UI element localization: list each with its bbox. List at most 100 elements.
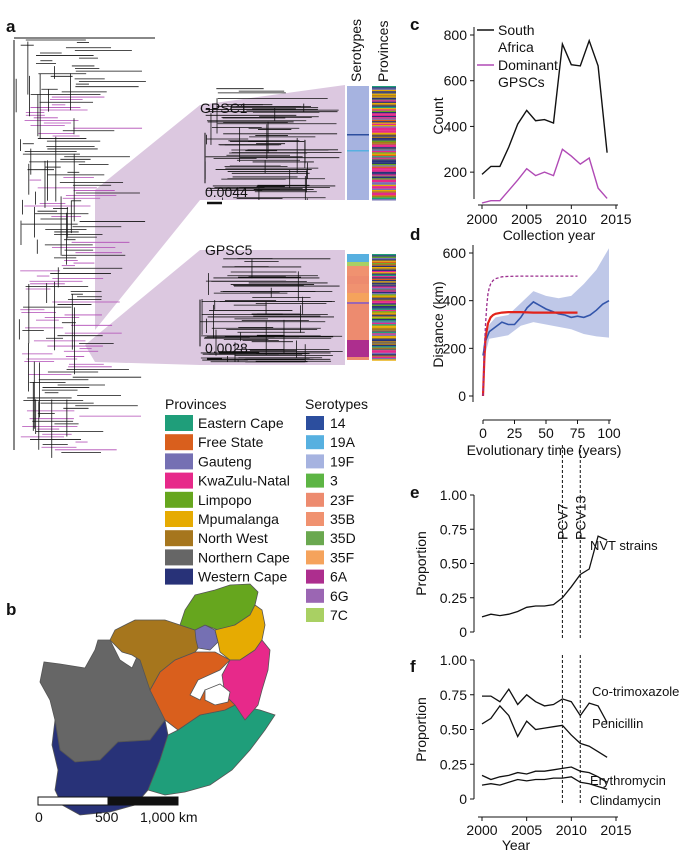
whole-phylogenetic-tree: [13, 37, 155, 458]
province-stripe: [372, 158, 396, 161]
province-stripe: [372, 312, 396, 314]
province-swatch-5: [165, 511, 193, 527]
serotype-legend-label-7: 35F: [330, 549, 354, 565]
d-y-tick-label: 200: [443, 340, 467, 356]
serotype-swatch-5: [306, 512, 324, 526]
province-stripe: [372, 329, 396, 331]
province-stripe: [372, 263, 396, 265]
serotype-swatch-9: [306, 588, 324, 603]
provinces-legend: Provinces Eastern Cape Free State Gauteng K…: [165, 396, 290, 585]
province-stripe: [372, 261, 396, 264]
c-series-line-1: [481, 148, 608, 204]
province-stripe: [372, 300, 396, 303]
province-stripe: [372, 281, 396, 283]
province-stripe: [372, 123, 396, 126]
province-stripe: [372, 154, 396, 157]
province-legend-label-8: Western Cape: [198, 569, 287, 585]
province-stripe: [372, 348, 396, 351]
f-series-label-0: Co-trimoxazole: [592, 684, 679, 699]
province-stripe: [372, 193, 396, 196]
province-stripe: [372, 93, 396, 96]
serotype-legend-label-5: 35B: [330, 511, 355, 527]
province-stripe: [372, 104, 396, 106]
province-stripe: [372, 259, 396, 261]
province-stripe: [372, 313, 396, 316]
province-legend-label-1: Free State: [198, 434, 264, 450]
province-stripe: [372, 267, 396, 269]
province-stripe: [372, 299, 396, 301]
province-legend-label-2: Gauteng: [198, 453, 252, 469]
serotype-block-35B: [347, 284, 369, 293]
province-stripe: [372, 342, 396, 344]
serotype-block-19F: [347, 86, 369, 200]
province-stripe: [372, 346, 396, 348]
province-swatch-8: [165, 568, 193, 585]
chart-e-y-tick-label: 0.50: [440, 556, 467, 572]
province-stripe: [372, 268, 396, 270]
serotypes-legend: Serotypes 14 19A 19F 3 23F 35B 35D 35F 6A 6G 7C: [305, 396, 368, 623]
scale-label-1000: 1,000 km: [140, 809, 198, 825]
province-stripe: [372, 195, 396, 197]
province-stripe: [372, 311, 396, 313]
serotype-legend-label-3: 3: [330, 473, 338, 489]
panel-a-phylogeny: GPSC1 GPSC5 0.0044 0.0028 Serotypes Prov…: [13, 19, 396, 458]
serotype-block-23F: [347, 357, 369, 360]
province-swatch-1: [165, 434, 193, 451]
chart-f-series-line-3: [481, 776, 608, 790]
province-stripe: [372, 138, 396, 140]
province-stripe: [372, 160, 396, 162]
province-stripe: [372, 88, 396, 90]
panel-label-f: f: [410, 657, 416, 676]
gpsc5-scale-label: 0.0028: [205, 340, 248, 356]
province-stripe: [372, 354, 396, 356]
province-stripe: [372, 134, 396, 136]
province-stripe: [372, 105, 396, 107]
chart-e-y-tick-label: 0.75: [440, 521, 467, 537]
province-stripe: [372, 347, 396, 349]
province-stripe: [372, 128, 396, 131]
panel-label-d: d: [410, 225, 420, 244]
chart-e-series-line-0: [481, 535, 608, 618]
province-stripe: [372, 358, 396, 360]
province-stripe: [372, 178, 396, 180]
chart-e-y-tick-label: 0.25: [440, 590, 467, 606]
serotype-block-6G: [347, 302, 369, 304]
province-legend-label-5: Mpumalanga: [198, 511, 279, 527]
serotype-legend-label-6: 35D: [330, 530, 356, 546]
chart-f-x-tick-label: 2010: [556, 822, 587, 838]
province-stripe: [372, 186, 396, 188]
province-stripe: [372, 308, 396, 310]
serotype-swatch-7: [306, 550, 324, 565]
province-stripe: [372, 125, 396, 127]
province-stripe: [372, 276, 396, 278]
f-series-label-1: Penicillin: [592, 716, 643, 731]
province-stripe: [372, 278, 396, 281]
province-stripe: [372, 140, 396, 142]
f-series-label-3: Clindamycin: [590, 793, 661, 808]
serotype-swatch-10: [306, 608, 324, 622]
province-stripe: [372, 97, 396, 100]
province-stripe: [372, 294, 396, 296]
province-stripe: [372, 197, 396, 200]
province-stripe: [372, 356, 396, 359]
province-stripe: [372, 170, 396, 172]
c-y-tick-label: 200: [444, 164, 468, 180]
province-stripe: [372, 290, 396, 292]
province-stripe: [372, 264, 396, 266]
province-stripe: [372, 303, 396, 305]
province-stripe: [372, 182, 396, 184]
province-stripe: [372, 255, 396, 257]
province-stripe: [372, 286, 396, 288]
province-stripe: [372, 335, 396, 338]
chart-e-y-axis-label: Proportion: [413, 531, 429, 596]
serotype-swatch-8: [306, 569, 324, 584]
province-swatch-6: [165, 530, 193, 547]
serotype-block-23F: [347, 304, 369, 340]
e-series-label-0: NVT strains: [590, 538, 658, 553]
province-stripe: [372, 121, 396, 123]
province-stripe: [372, 351, 396, 353]
serotype-legend-label-4: 23F: [330, 492, 354, 508]
province-stripe: [372, 324, 396, 326]
